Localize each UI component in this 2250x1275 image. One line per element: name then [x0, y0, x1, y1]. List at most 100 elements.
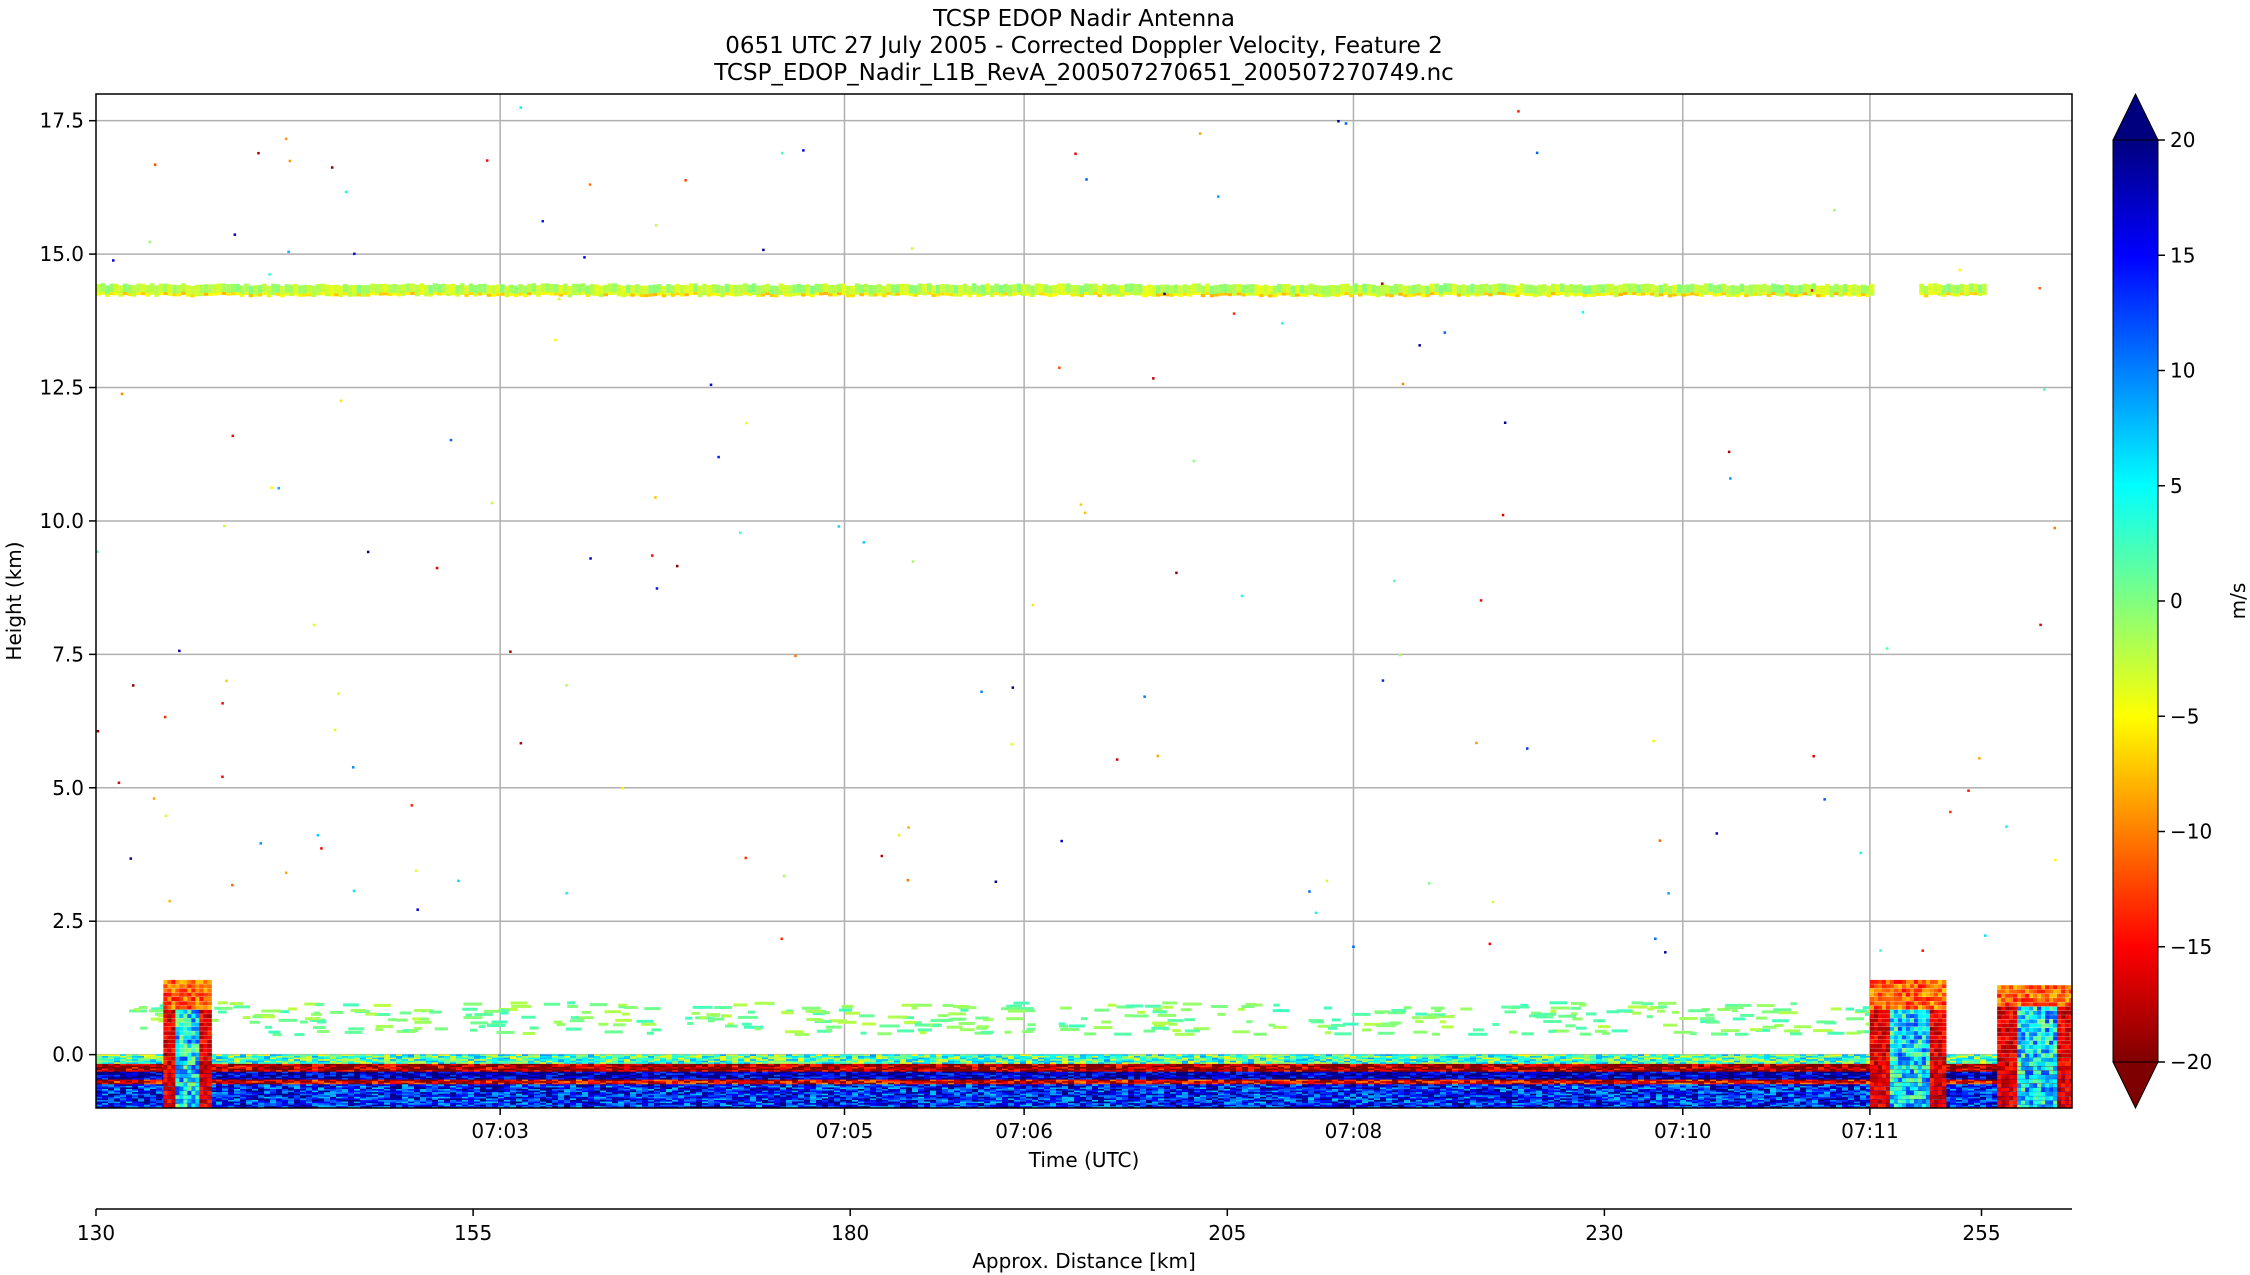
surface-cell: [1758, 1068, 1765, 1071]
upper-layer-edge: [1348, 294, 1354, 298]
surface-cell: [918, 1056, 925, 1059]
surface-cell: [630, 1068, 637, 1071]
upper-layer-cell: [1793, 285, 1799, 296]
surface-cell: [222, 1071, 229, 1074]
surface-cell: [138, 1070, 145, 1073]
upper-layer-edge: [253, 293, 258, 297]
surface-cell: [1428, 1071, 1435, 1074]
surface-cell: [1854, 1060, 1861, 1063]
surface-cell: [96, 1054, 103, 1057]
surface-cell: [234, 1059, 241, 1062]
surface-cell: [996, 1073, 1003, 1076]
surface-cell: [1842, 1062, 1849, 1065]
surface-cell: [378, 1060, 385, 1063]
surface-cell: [390, 1062, 397, 1065]
surface-cell: [972, 1056, 979, 1059]
surface-cell: [762, 1062, 769, 1065]
surface-cell: [210, 1063, 217, 1066]
surface-cell: [858, 1057, 865, 1060]
surface-cell: [1188, 1070, 1195, 1073]
surface-cell: [1728, 1056, 1735, 1059]
surface-cell: [654, 1060, 661, 1063]
surface-cell: [1158, 1063, 1165, 1066]
surface-cell: [846, 1068, 853, 1071]
surface-cell: [534, 1073, 541, 1076]
surface-cell: [1692, 1060, 1699, 1063]
surface-cell: [1194, 1071, 1201, 1074]
surface-cell: [1026, 1059, 1033, 1062]
surface-cell: [648, 1065, 655, 1068]
upper-layer-cell: [1703, 283, 1709, 294]
surface-cell: [126, 1062, 133, 1065]
surface-cell: [120, 1056, 127, 1059]
surface-cell: [1536, 1059, 1543, 1062]
surface-cell: [1518, 1054, 1525, 1057]
surface-cell: [978, 1063, 985, 1066]
surface-cell: [1686, 1057, 1693, 1060]
surface-cell: [1794, 1062, 1801, 1065]
surface-cell: [738, 1059, 745, 1062]
surface-cell: [912, 1071, 919, 1074]
upper-layer-edge: [369, 292, 375, 296]
surface-cell: [1290, 1063, 1297, 1066]
upper-layer-edge: [1833, 292, 1839, 296]
surface-cell: [966, 1057, 973, 1060]
upper-layer-edge: [715, 293, 721, 297]
surface-cell: [1206, 1057, 1213, 1060]
surface-cell: [1038, 1054, 1045, 1057]
upper-layer-cell: [1187, 285, 1192, 296]
surface-cell: [1320, 1068, 1327, 1071]
surface-cell: [816, 1068, 823, 1071]
surface-cell: [1560, 1067, 1567, 1070]
upper-layer-edge: [1398, 292, 1403, 296]
surface-cell: [1470, 1054, 1477, 1057]
surface-cell: [1188, 1071, 1195, 1074]
surface-cell: [1470, 1071, 1477, 1074]
surface-cell: [894, 1071, 901, 1074]
surface-cell: [1056, 1070, 1063, 1073]
surface-cell: [1194, 1062, 1201, 1065]
surface-cell: [876, 1060, 883, 1063]
surface-cell: [918, 1054, 925, 1057]
upper-layer-edge: [1573, 293, 1579, 297]
upper-layer-edge: [1735, 294, 1740, 298]
surface-cell: [258, 1065, 265, 1068]
surface-cell: [1290, 1065, 1297, 1068]
surface-cell: [354, 1067, 361, 1070]
surface-cell: [642, 1065, 649, 1068]
surface-cell: [984, 1060, 991, 1063]
surface-cell: [990, 1067, 997, 1070]
surface-cell: [1236, 1073, 1243, 1076]
surface-cell: [210, 1071, 217, 1074]
surface-cell: [528, 1054, 535, 1057]
surface-cell: [1944, 1065, 1951, 1068]
upper-layer-edge: [531, 291, 537, 295]
surface-cell: [1206, 1070, 1213, 1073]
surface-cell: [654, 1059, 661, 1062]
surface-cell: [444, 1068, 451, 1071]
surface-cell: [984, 1062, 991, 1065]
surface-cell: [846, 1056, 853, 1059]
upper-layer-cell: [536, 285, 541, 296]
surface-cell: [246, 1071, 253, 1074]
surface-cell: [1842, 1056, 1849, 1059]
surface-cell: [912, 1056, 919, 1059]
surface-cell: [828, 1062, 835, 1065]
surface-cell: [912, 1073, 919, 1076]
upper-layer-edge: [1461, 292, 1466, 296]
upper-layer-cell: [828, 284, 833, 295]
surface-cell: [138, 1056, 145, 1059]
surface-cell: [1644, 1060, 1651, 1063]
upper-layer-edge: [1115, 293, 1120, 297]
surface-cell: [318, 1067, 325, 1070]
surface-cell: [996, 1062, 1003, 1065]
surface-cell: [624, 1071, 631, 1074]
surface-cell: [666, 1054, 673, 1057]
surface-cell: [570, 1073, 577, 1076]
surface-cell: [102, 1056, 109, 1059]
surface-cell: [1578, 1056, 1585, 1059]
surface-cell: [1608, 1071, 1615, 1074]
surface-cell: [1746, 1062, 1753, 1065]
surface-cell: [834, 1060, 841, 1063]
surface-cell: [768, 1056, 775, 1059]
